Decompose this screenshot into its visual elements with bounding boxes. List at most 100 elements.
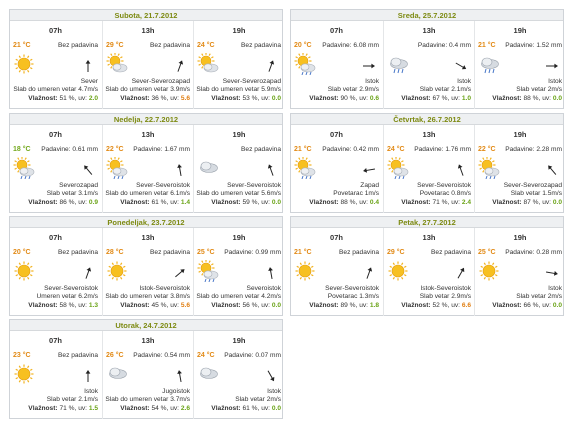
partly-cloudy-icon [197, 52, 219, 75]
wind-speed: Slab do umeren vetar 3.7m/s [105, 396, 190, 403]
precipitation: Padavine: 0.61 mm [41, 146, 98, 153]
uv-index: 2.0 [88, 95, 98, 102]
precipitation: Padavine: 0.99 mm [224, 249, 281, 256]
slot-time: 19h [232, 336, 246, 345]
wind-speed: Slab do umeren vetar 6.1m/s [105, 190, 190, 197]
temperature: 25 °C [478, 249, 496, 256]
wind-speed: Slab do umeren vetar 4.2m/s [196, 293, 281, 300]
wind-speed: Povetarac 1m/s [333, 190, 379, 197]
wind-direction: Zapad [360, 182, 379, 189]
day-title: Nedelja, 22.7.2012 [10, 114, 282, 125]
wind-direction: Sever-Severoistok [227, 182, 281, 189]
wind-direction: Istok [548, 78, 562, 85]
forecast-slot: 07h 21 °C Padavine: 0.42 mm Zapad Povetarac … [291, 125, 382, 213]
wind-speed: Slab vetar 2m/s [235, 396, 281, 403]
forecast-slot: 07h 21 °C Bez padavina Sever-Severoistok Pov… [291, 228, 382, 316]
sun-icon [294, 260, 316, 282]
sun-icon [106, 260, 128, 282]
wind-speed: Povetarac 0.8m/s [419, 190, 471, 197]
humidity-uv: Vlažnost: 88 %, uv: 0.0 [492, 95, 562, 102]
uv-index: 2.6 [180, 405, 190, 412]
wind-arrow-icon [81, 163, 95, 177]
wind-arrow-icon [545, 59, 559, 73]
precipitation: Padavine: 1.52 mm [505, 42, 562, 49]
forecast-slot: 07h 20 °C Bez padavina Sever-Severoistok Ume… [10, 228, 101, 316]
humidity-uv: Vlažnost: 89 %, uv: 1.8 [309, 302, 379, 309]
slot-time: 19h [232, 130, 246, 139]
wind-arrow-icon [362, 266, 376, 280]
slot-time: 13h [422, 233, 436, 242]
precipitation: Padavine: 0.28 mm [505, 249, 562, 256]
day-card: Petak, 27.7.2012 07h 21 °C Bez padavina Seve… [290, 216, 564, 316]
forecast-slot: 19h Bez padavina Sever-Severoistok Slab do … [193, 125, 284, 213]
forecast-slot: 07h 23 °C Bez padavina Istok Slab vetar 2.1m… [10, 331, 101, 419]
wind-direction: Sever-Severoistok [417, 182, 471, 189]
humidity-uv: Vlažnost: 58 %, uv: 1.3 [28, 302, 98, 309]
humidity-uv: Vlažnost: 71 %, uv: 2.4 [401, 199, 471, 206]
wind-arrow-icon [545, 266, 559, 280]
slot-time: 07h [49, 26, 62, 35]
temperature: 29 °C [387, 249, 405, 256]
day-title: Petak, 27.7.2012 [291, 217, 563, 228]
wind-speed: Slab vetar 2.1m/s [46, 396, 98, 403]
forecast-slot: 19h 24 °C Padavine: 0.07 mm Istok Slab vetar… [193, 331, 284, 419]
forecast-slot: 13h 29 °C Bez padavina Sever-Severozapad Sla… [102, 21, 193, 109]
day-card: Utorak, 24.7.2012 07h 23 °C Bez padavina Ist… [9, 319, 283, 419]
slot-time: 19h [232, 233, 246, 242]
slot-time: 19h [513, 233, 527, 242]
temperature: 22 °C [478, 146, 496, 153]
uv-index: 5.6 [180, 302, 190, 309]
wind-arrow-icon [454, 59, 468, 73]
slot-time: 07h [330, 130, 343, 139]
uv-index: 0.0 [271, 95, 281, 102]
rain-cloud-icon [478, 53, 500, 75]
wind-speed: Umeren vetar 6.2m/s [36, 293, 98, 300]
wind-speed: Slab vetar 3.1m/s [46, 190, 98, 197]
wind-direction: Sever-Severozapad [131, 78, 190, 85]
wind-speed: Slab do umeren vetar 5.6m/s [196, 190, 281, 197]
wind-speed: Povetarac 1.3m/s [327, 293, 379, 300]
wind-arrow-icon [362, 163, 376, 177]
wind-arrow-icon [264, 59, 278, 73]
forecast-slot: 13h 29 °C Bez padavina Istok-Severoistok Sla… [383, 228, 474, 316]
sun-icon [13, 260, 35, 282]
slot-time: 13h [141, 26, 155, 35]
wind-speed: Slab vetar 2.9m/s [327, 86, 379, 93]
uv-index: 0.0 [271, 302, 281, 309]
sun-icon [478, 260, 500, 282]
forecast-slot: 07h 21 °C Bez padavina Sever Slab do umeren … [10, 21, 101, 109]
precipitation: Padavine: 2.28 mm [505, 146, 562, 153]
slot-time: 07h [49, 336, 62, 345]
forecast-slot: 19h 21 °C Padavine: 1.52 mm Istok Slab vetar… [474, 21, 565, 109]
wind-arrow-icon [173, 163, 187, 177]
wind-arrow-icon [81, 59, 95, 73]
sun-rain-icon [387, 156, 409, 180]
wind-speed: Slab vetar 2.9m/s [419, 293, 471, 300]
humidity-uv: Vlažnost: 61 %, uv: 1.4 [120, 199, 190, 206]
forecast-grid: Subota, 21.7.2012 07h 21 °C Bez padavina Sev… [9, 9, 564, 419]
uv-index: 0.4 [369, 199, 379, 206]
precipitation: Padavine: 0.42 mm [322, 146, 379, 153]
wind-speed: Slab vetar 1.5m/s [510, 190, 562, 197]
wind-speed: Slab do umeren vetar 5.9m/s [196, 86, 281, 93]
wind-direction: Sever-Severoistok [325, 285, 379, 292]
slot-time: 07h [49, 130, 62, 139]
forecast-slot: 13h 28 °C Bez padavina Istok-Severoistok Sla… [102, 228, 193, 316]
wind-direction: Sever [80, 78, 98, 85]
wind-direction: Severoistok [246, 285, 281, 292]
uv-index: 1.3 [88, 302, 98, 309]
slot-time: 13h [422, 26, 436, 35]
wind-speed: Slab vetar 2m/s [516, 293, 562, 300]
precipitation: Bez padavina [58, 42, 98, 49]
wind-arrow-icon [454, 266, 468, 280]
humidity-uv: Vlažnost: 61 %, uv: 0.0 [211, 405, 281, 412]
wind-speed: Slab do umeren vetar 3.8m/s [105, 293, 190, 300]
uv-index: 1.5 [88, 405, 98, 412]
partly-cloudy-icon [106, 52, 128, 75]
slot-time: 13h [141, 130, 155, 139]
humidity-uv: Vlažnost: 52 %, uv: 6.6 [401, 302, 471, 309]
wind-arrow-icon [173, 369, 187, 383]
precipitation: Padavine: 1.76 mm [414, 146, 471, 153]
precipitation: Bez padavina [241, 146, 281, 153]
humidity-uv: Vlažnost: 51 %, uv: 2.0 [28, 95, 98, 102]
